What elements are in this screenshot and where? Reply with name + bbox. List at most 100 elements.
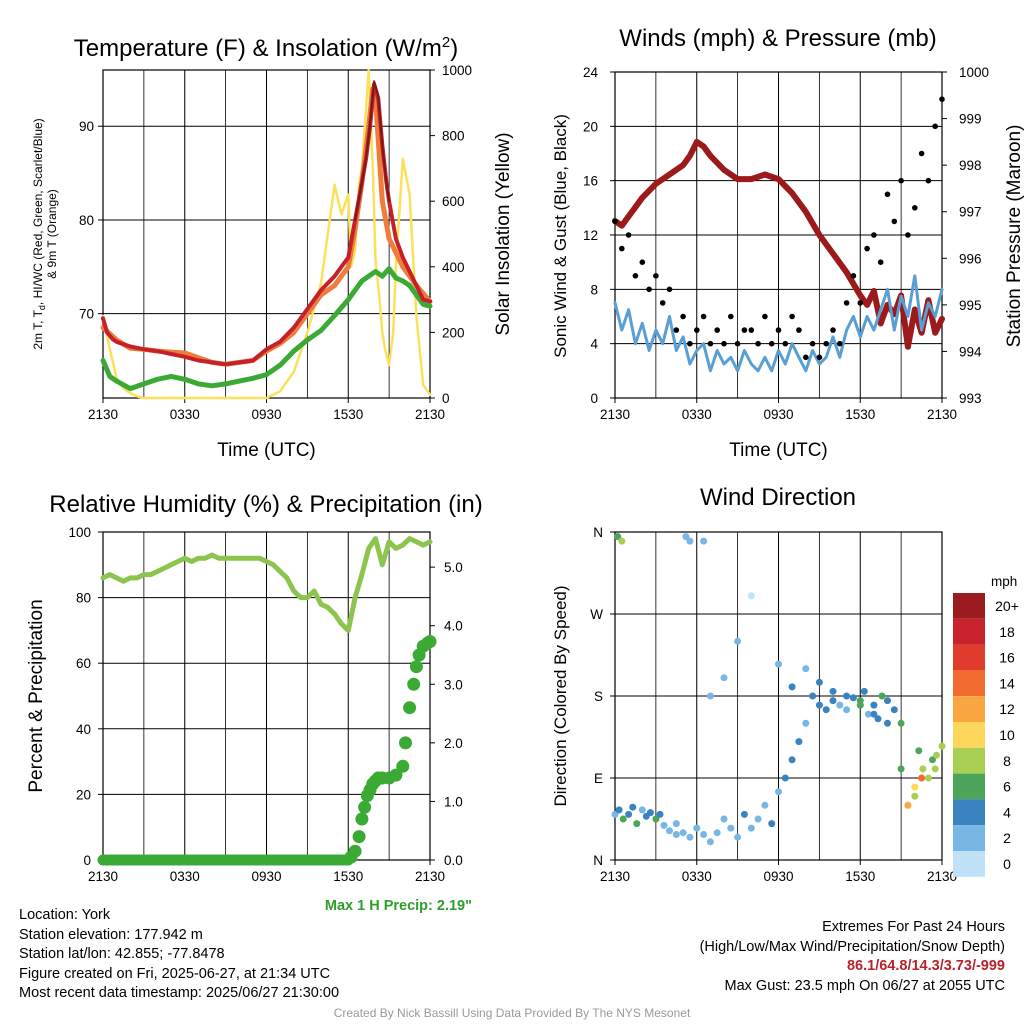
wdir-point xyxy=(700,831,708,838)
latlon-text: Station lat/lon: 42.855; -77.8478 xyxy=(19,946,225,963)
temp-title: Temperature (F) & Insolation (W/m2) xyxy=(74,34,458,62)
wdir-legend-label: 16 xyxy=(999,650,1015,666)
wind-gust-point xyxy=(918,150,925,157)
temp-xtick-label: 0330 xyxy=(170,407,200,422)
wdir-legend-swatch xyxy=(953,799,985,826)
wind-gust-point xyxy=(721,340,727,347)
rh-panel: 2130 0330 0930 1530 2130 Relative Humidity (%… xyxy=(26,491,483,914)
temp-y2tick-label: 200 xyxy=(442,325,465,340)
wind-gust-point xyxy=(748,327,755,333)
rh-precip-point xyxy=(396,759,410,773)
temp-y2tick-label: 800 xyxy=(442,129,465,144)
wdir-legend-swatch xyxy=(953,670,985,697)
wind-y2tick-label: 994 xyxy=(959,344,982,359)
rh-ytick-label: 0 xyxy=(83,853,91,868)
wind-ytick-label: 8 xyxy=(590,282,598,297)
wdir-point xyxy=(919,765,927,773)
wind-gust-point xyxy=(666,286,673,293)
wdir-point xyxy=(781,774,789,782)
wind-gust-point xyxy=(912,205,918,211)
station-info: Location: York Station elevation: 177.94… xyxy=(19,906,339,1004)
wind-gust-point xyxy=(816,354,823,361)
wdir-point xyxy=(815,701,823,709)
rh-precip-point xyxy=(348,844,362,858)
wdir-legend: mph 20+ 18 16 14 12 10 8 6 4 2 0 xyxy=(953,574,1019,877)
wdir-legend-swatch xyxy=(953,696,985,722)
wdir-legend-label: 8 xyxy=(1003,753,1011,769)
wdir-point xyxy=(618,537,626,545)
temp-xtick-label: 1530 xyxy=(333,407,363,422)
wdir-point xyxy=(918,774,926,782)
wdir-point xyxy=(815,678,823,686)
wind-panel: 2130 0330 0930 1530 2130 Time (UTC) Winds (mph… xyxy=(551,25,1024,461)
wdir-point xyxy=(878,692,886,700)
wdir-point xyxy=(933,751,940,759)
wind-xtick-label: 0930 xyxy=(763,407,793,422)
wdir-point xyxy=(713,829,721,837)
temp-ytick-label: 90 xyxy=(79,119,94,134)
wdir-title: Wind Direction xyxy=(700,484,856,511)
wdir-point xyxy=(911,792,919,800)
wind-gust-point xyxy=(905,232,911,238)
extremes-title: Extremes For Past 24 Hours xyxy=(822,919,1005,935)
wind-xtick-label: 1530 xyxy=(845,407,875,422)
wind-gust-point xyxy=(673,327,680,333)
wdir-point xyxy=(625,810,633,818)
wdir-point xyxy=(874,715,882,723)
rh-precip-point xyxy=(399,736,412,750)
wdir-point xyxy=(629,803,637,811)
temp-ylabel-line1: 2m T, Td, HI/WC (Red, Green, Scarlet/Blu… xyxy=(31,118,47,349)
extremes-values: 86.1/64.8/14.3/3.73/-999 xyxy=(846,958,1005,975)
wdir-point xyxy=(619,815,627,823)
temp-series-hiwc xyxy=(354,80,391,221)
wind-ytick-label: 16 xyxy=(583,174,598,189)
wind-gust-point xyxy=(687,340,693,347)
temp-y2tick-label: 0 xyxy=(442,391,450,406)
wdir-point xyxy=(929,756,936,764)
wind-gust-point xyxy=(898,177,904,184)
wdir-point xyxy=(884,719,891,727)
wind-gust-point xyxy=(837,340,843,347)
wdir-point xyxy=(856,701,864,709)
wdir-point xyxy=(775,788,782,796)
wdir-point xyxy=(672,820,680,828)
wdir-point xyxy=(870,710,878,718)
rh-precip-point xyxy=(409,660,423,674)
wdir-point xyxy=(761,801,769,809)
wind-gust-point xyxy=(700,313,707,320)
wind-gust-point xyxy=(619,245,625,252)
wdir-legend-label: 18 xyxy=(999,624,1015,640)
wind-xtick-label: 2130 xyxy=(927,407,957,422)
wdir-point xyxy=(809,692,817,700)
wdir-point xyxy=(706,838,714,846)
rh-precip-point xyxy=(403,701,417,715)
temp-y2tick-label: 600 xyxy=(442,194,465,209)
wdir-ytick-label: N xyxy=(593,525,603,540)
wind-ytick-label: 24 xyxy=(583,65,599,80)
rh-ytick-label: 100 xyxy=(68,525,91,540)
wdir-point xyxy=(864,710,872,718)
wdir-point xyxy=(802,719,810,727)
wind-gust-point xyxy=(809,340,816,347)
wind-gust-point xyxy=(850,273,857,279)
temp-panel: 2130 0330 0930 1530 2130 Time (UTC) Temperatur… xyxy=(31,34,514,461)
rh-y2tick-label: 3.0 xyxy=(444,677,463,692)
wdir-xtick-label: 1530 xyxy=(845,869,875,884)
wind-gust-point xyxy=(796,327,802,333)
wdir-legend-swatch xyxy=(953,644,985,671)
wdir-xtick-label: 0330 xyxy=(682,869,712,884)
wind-y2tick-label: 996 xyxy=(959,251,982,266)
temp-y2tick-label: 1000 xyxy=(442,63,472,78)
wdir-point xyxy=(822,706,830,714)
wind-y2tick-label: 998 xyxy=(959,158,982,173)
wdir-legend-swatch xyxy=(953,618,985,645)
wdir-legend-label: 0 xyxy=(1003,856,1011,872)
wdir-point xyxy=(679,829,687,837)
wdir-point xyxy=(686,833,694,841)
extremes-panel: Extremes For Past 24 Hours (High/Low/Max… xyxy=(700,918,1005,996)
wdir-point xyxy=(788,756,796,764)
wind-gust-point xyxy=(653,273,659,279)
temp-xtick-label: 0930 xyxy=(251,407,281,422)
wind-gust-point xyxy=(639,259,646,266)
wind-gust-point xyxy=(939,96,945,102)
